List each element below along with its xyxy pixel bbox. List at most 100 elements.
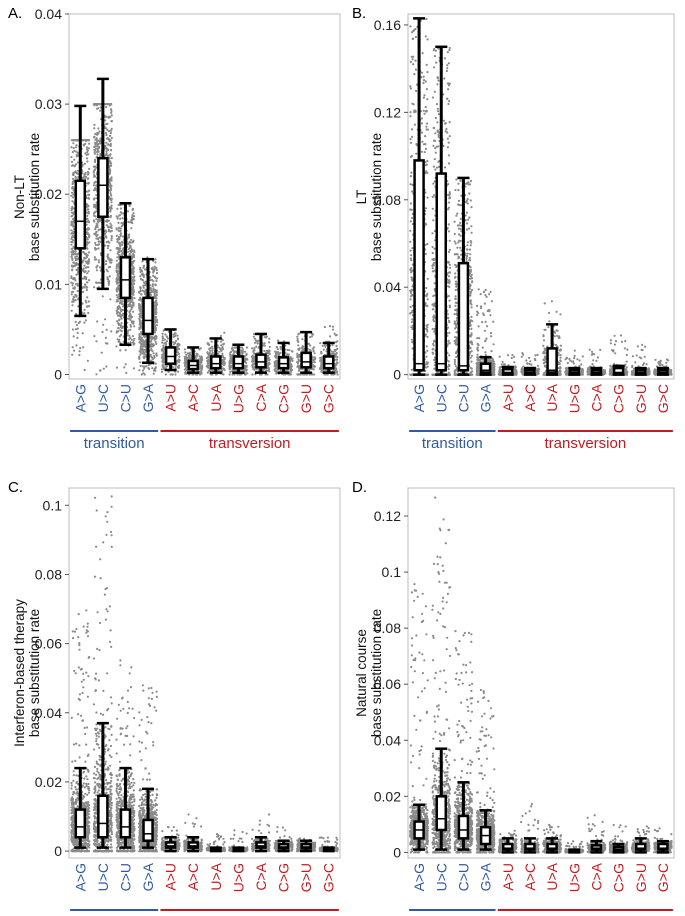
data-point <box>74 165 76 167</box>
data-point <box>142 290 144 292</box>
data-point <box>73 147 75 149</box>
data-point <box>425 126 427 128</box>
data-point <box>84 139 86 141</box>
data-point <box>95 215 97 217</box>
data-point <box>93 197 95 199</box>
data-point <box>156 272 158 274</box>
data-point <box>332 353 334 355</box>
data-point <box>140 351 142 353</box>
data-point <box>154 266 156 268</box>
data-point <box>111 237 113 239</box>
data-point <box>337 373 339 375</box>
data-point <box>94 161 96 163</box>
data-point <box>319 360 321 362</box>
x-tick-label: C>U <box>117 384 133 412</box>
data-point <box>150 336 152 338</box>
data-point <box>94 168 96 170</box>
data-point <box>153 357 155 359</box>
y-axis-label: LTbase substitution rate <box>354 133 384 261</box>
data-point <box>296 336 298 338</box>
panel-label: A. <box>8 5 22 22</box>
data-point <box>138 318 140 320</box>
data-point <box>116 289 118 291</box>
data-point <box>426 160 428 162</box>
data-point <box>161 355 163 357</box>
data-point <box>336 371 338 373</box>
data-point <box>131 307 133 309</box>
y-tick-label: 0.03 <box>35 96 62 112</box>
data-point <box>75 299 77 301</box>
data-point <box>139 320 141 322</box>
data-point <box>86 157 88 159</box>
data-point <box>277 351 279 353</box>
data-point <box>73 174 75 176</box>
category-A-to-G: A>G <box>70 106 90 412</box>
data-point <box>72 194 74 196</box>
data-point <box>96 223 98 225</box>
data-point <box>110 165 112 167</box>
data-point <box>108 130 110 132</box>
data-point <box>75 177 77 179</box>
data-point <box>85 300 87 302</box>
data-point <box>242 348 244 350</box>
category-G-to-U: G>U <box>296 331 316 413</box>
category-C-to-U: C>U <box>115 202 135 412</box>
data-point <box>108 157 110 159</box>
data-point <box>319 342 321 344</box>
data-point <box>94 204 96 206</box>
data-point <box>415 36 417 38</box>
data-point <box>335 349 337 351</box>
data-point <box>98 247 100 249</box>
data-point <box>84 253 86 255</box>
data-point <box>152 270 154 272</box>
data-point <box>156 290 158 292</box>
data-point <box>94 242 96 244</box>
data-point <box>130 317 132 319</box>
data-point <box>116 215 118 217</box>
data-point <box>176 344 178 346</box>
data-point <box>131 320 133 322</box>
category-G-to-C: G>C <box>319 325 339 413</box>
data-point <box>83 322 85 324</box>
data-point <box>287 349 289 351</box>
data-point <box>107 256 109 258</box>
data-point <box>86 243 88 245</box>
data-point <box>263 350 265 352</box>
data-point <box>110 201 112 203</box>
data-point <box>139 353 141 355</box>
data-point <box>106 138 108 140</box>
data-point <box>130 239 132 241</box>
data-point <box>109 261 111 263</box>
data-point <box>209 352 211 354</box>
data-point <box>71 293 73 295</box>
y-tick-label: 0 <box>393 367 401 383</box>
data-point <box>133 283 135 285</box>
transition-group-label: transition <box>84 435 145 452</box>
data-point <box>98 219 100 221</box>
data-point <box>254 342 256 344</box>
data-point <box>154 297 156 299</box>
x-tick-label: U>C <box>95 384 111 412</box>
data-point <box>143 344 145 346</box>
data-point <box>87 177 89 179</box>
data-point <box>105 127 107 129</box>
data-point <box>336 358 338 360</box>
data-point <box>297 365 299 367</box>
data-point <box>268 361 270 363</box>
data-point <box>139 275 141 277</box>
data-point <box>246 346 248 348</box>
data-point <box>148 368 150 370</box>
data-point <box>95 258 97 260</box>
data-point <box>138 307 140 309</box>
data-point <box>83 286 85 288</box>
data-point <box>72 250 74 252</box>
data-point <box>276 355 278 357</box>
data-point <box>220 335 222 337</box>
data-point <box>73 265 75 267</box>
data-point <box>185 361 187 363</box>
data-point <box>415 90 417 92</box>
data-point <box>155 352 157 354</box>
data-point <box>410 250 412 252</box>
data-point <box>423 97 425 99</box>
data-point <box>118 242 120 244</box>
